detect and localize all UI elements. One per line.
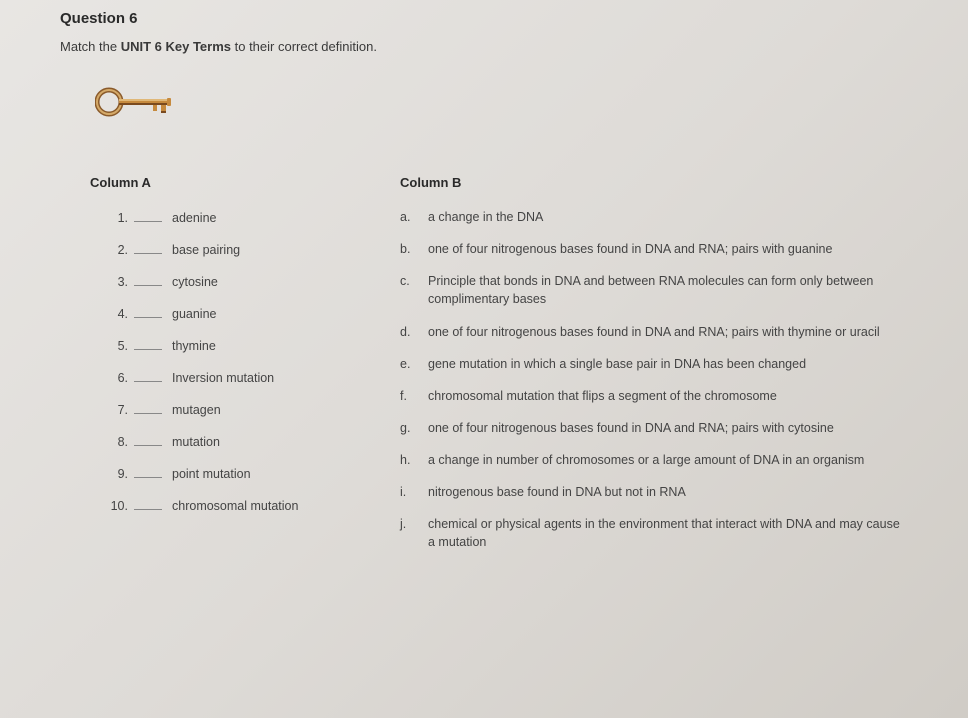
columns-container: Column A 1. adenine 2. base pairing 3. cytosi… [60,175,918,566]
term-number: 7. [110,403,128,417]
key-icon [95,84,918,125]
definition-row: a. a change in the DNA [400,208,918,226]
definition-row: h. a change in number of chromosomes or a… [400,451,918,469]
definition-row: c. Principle that bonds in DNA and betwee… [400,272,918,308]
answer-blank[interactable] [134,240,162,254]
column-a-header: Column A [90,175,340,190]
term-row: 8. mutation [90,432,340,449]
term-row: 10. chromosomal mutation [90,496,340,513]
definition-text: gene mutation in which a single base pai… [428,355,918,373]
definition-letter: i. [400,483,420,501]
term-label: adenine [172,211,217,225]
instruction-suffix: to their correct definition. [231,39,377,54]
instruction-prefix: Match the [60,39,121,54]
answer-blank[interactable] [134,464,162,478]
instruction-text: Match the UNIT 6 Key Terms to their corr… [60,39,918,54]
term-row: 6. Inversion mutation [90,368,340,385]
term-label: point mutation [172,467,251,481]
question-title: Question 6 [60,10,918,27]
definition-row: e. gene mutation in which a single base p… [400,355,918,373]
term-row: 2. base pairing [90,240,340,257]
definition-letter: e. [400,355,420,373]
definition-text: one of four nitrogenous bases found in D… [428,323,918,341]
term-number: 6. [110,371,128,385]
definition-letter: j. [400,515,420,533]
definition-text: chemical or physical agents in the envir… [428,515,918,551]
answer-blank[interactable] [134,304,162,318]
column-b-header: Column B [400,175,918,190]
term-label: thymine [172,339,216,353]
definition-row: b. one of four nitrogenous bases found in… [400,240,918,258]
definition-letter: f. [400,387,420,405]
definition-letter: c. [400,272,420,290]
term-row: 9. point mutation [90,464,340,481]
term-label: mutation [172,435,220,449]
definition-row: g. one of four nitrogenous bases found in… [400,419,918,437]
term-label: base pairing [172,243,240,257]
column-b: Column B a. a change in the DNA b. one of f… [400,175,918,566]
term-label: mutagen [172,403,221,417]
term-row: 4. guanine [90,304,340,321]
definition-row: i. nitrogenous base found in DNA but not … [400,483,918,501]
definition-row: f. chromosomal mutation that flips a segm… [400,387,918,405]
definition-text: a change in number of chromosomes or a l… [428,451,918,469]
definition-text: one of four nitrogenous bases found in D… [428,240,918,258]
term-row: 5. thymine [90,336,340,353]
definition-text: one of four nitrogenous bases found in D… [428,419,918,437]
definition-text: nitrogenous base found in DNA but not in… [428,483,918,501]
term-label: chromosomal mutation [172,499,298,513]
definition-letter: g. [400,419,420,437]
definition-text: chromosomal mutation that flips a segmen… [428,387,918,405]
term-number: 3. [110,275,128,289]
answer-blank[interactable] [134,400,162,414]
term-label: cytosine [172,275,218,289]
term-row: 1. adenine [90,208,340,225]
term-number: 2. [110,243,128,257]
answer-blank[interactable] [134,368,162,382]
answer-blank[interactable] [134,432,162,446]
answer-blank[interactable] [134,336,162,350]
definition-letter: a. [400,208,420,226]
definition-letter: b. [400,240,420,258]
term-number: 5. [110,339,128,353]
definition-letter: d. [400,323,420,341]
answer-blank[interactable] [134,208,162,222]
definition-text: Principle that bonds in DNA and between … [428,272,918,308]
term-number: 1. [110,211,128,225]
term-number: 4. [110,307,128,321]
answer-blank[interactable] [134,272,162,286]
column-a: Column A 1. adenine 2. base pairing 3. cytosi… [60,175,340,566]
definition-row: d. one of four nitrogenous bases found in… [400,323,918,341]
term-label: Inversion mutation [172,371,274,385]
term-number: 9. [110,467,128,481]
term-number: 8. [110,435,128,449]
term-label: guanine [172,307,217,321]
definition-letter: h. [400,451,420,469]
instruction-bold: UNIT 6 Key Terms [121,39,231,54]
answer-blank[interactable] [134,496,162,510]
term-number: 10. [110,499,128,513]
definition-text: a change in the DNA [428,208,918,226]
term-row: 7. mutagen [90,400,340,417]
definition-row: j. chemical or physical agents in the env… [400,515,918,551]
term-row: 3. cytosine [90,272,340,289]
